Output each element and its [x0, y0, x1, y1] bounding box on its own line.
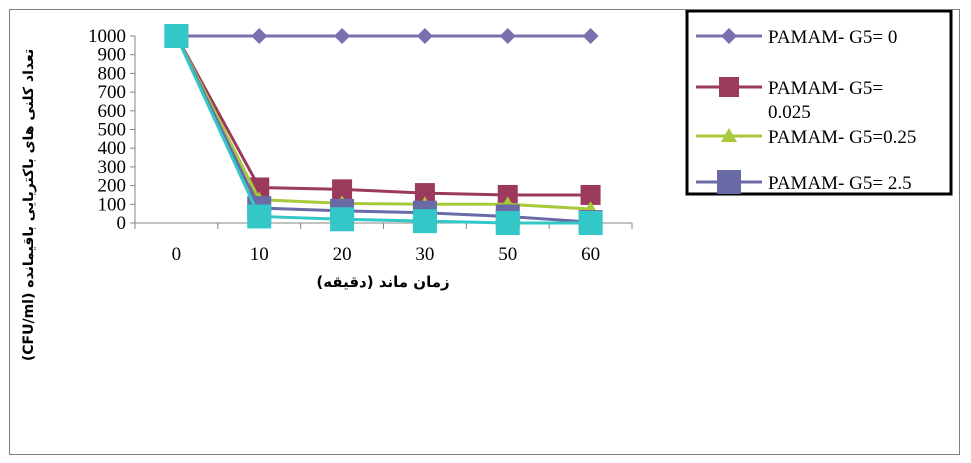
y-tick-label: 1000 [88, 26, 126, 47]
legend-label: PAMAM- G5=0.25 [768, 127, 916, 148]
series-line [175, 35, 591, 197]
data-point [416, 28, 433, 44]
y-tick-label: 700 [98, 82, 127, 103]
x-tick-label: 0 [172, 244, 182, 265]
series-line [175, 35, 591, 225]
legend-entry: PAMAM- G5=0.25 [696, 127, 916, 148]
y-tick-label: 200 [98, 176, 127, 197]
data-point [330, 207, 355, 232]
x-tick-label: 20 [333, 244, 352, 265]
y-tick-label: 400 [98, 138, 127, 159]
data-point [499, 28, 516, 44]
y-tick-label: 300 [98, 157, 127, 178]
data-point [578, 211, 603, 235]
data-point [164, 24, 189, 48]
data-point [495, 211, 520, 235]
legend-entry: PAMAM- G5= 2.5 [696, 170, 912, 194]
series-2 [166, 26, 601, 205]
legend-swatch-marker [717, 170, 741, 194]
data-point [334, 28, 351, 44]
x-tick-label: 10 [250, 244, 269, 265]
data-point [497, 184, 518, 205]
data-point [247, 204, 272, 229]
legend-swatch-marker [719, 77, 739, 97]
data-point [332, 179, 353, 200]
legend-label: PAMAM- G5= 2.5 [768, 173, 912, 194]
data-point [412, 209, 437, 234]
series-1 [168, 28, 599, 44]
y-axis-label: تعداد کلنی های باکتریایی باقیمانده (CFU/… [21, 49, 37, 361]
x-tick-label: 30 [415, 244, 434, 265]
series-line [175, 35, 591, 224]
legend-swatch-marker [721, 28, 737, 44]
data-point [582, 28, 599, 44]
legend-swatch-marker [721, 128, 737, 142]
x-tick-label: 50 [498, 244, 517, 265]
y-tick-label: 600 [98, 101, 127, 122]
y-tick-label: 100 [98, 194, 127, 215]
x-axis-ticks: 0 10 20 30 50 60 [134, 223, 633, 265]
legend-label: PAMAM- G5= 0.025 [768, 78, 883, 123]
y-tick-label: 500 [98, 120, 127, 141]
legend-entry: PAMAM- G5= 0 [696, 27, 897, 48]
series-layer [164, 24, 603, 235]
series-5 [164, 24, 603, 235]
x-axis-label: زمان ماند (دقیقه) [316, 273, 449, 291]
series-line [175, 35, 591, 211]
y-tick-label: 800 [98, 63, 127, 84]
data-point [414, 183, 435, 204]
y-tick-label: 0 [117, 213, 127, 234]
chart-frame: 0 100 200 300 400 500 600 700 800 900 1000 0 10 20 30… [9, 9, 960, 455]
data-point [251, 28, 268, 44]
y-tick-label: 900 [98, 45, 127, 66]
legend-label: PAMAM- G5= 0 [768, 27, 897, 48]
x-tick-label: 60 [581, 244, 600, 265]
series-3 [168, 28, 599, 215]
data-point [580, 184, 601, 205]
legend: PAMAM- G5= 0 PAMAM- G5= 0.025 PAMAM- G5=0.2… [685, 10, 953, 196]
legend-entry: PAMAM- G5= 0.025 [696, 77, 883, 123]
